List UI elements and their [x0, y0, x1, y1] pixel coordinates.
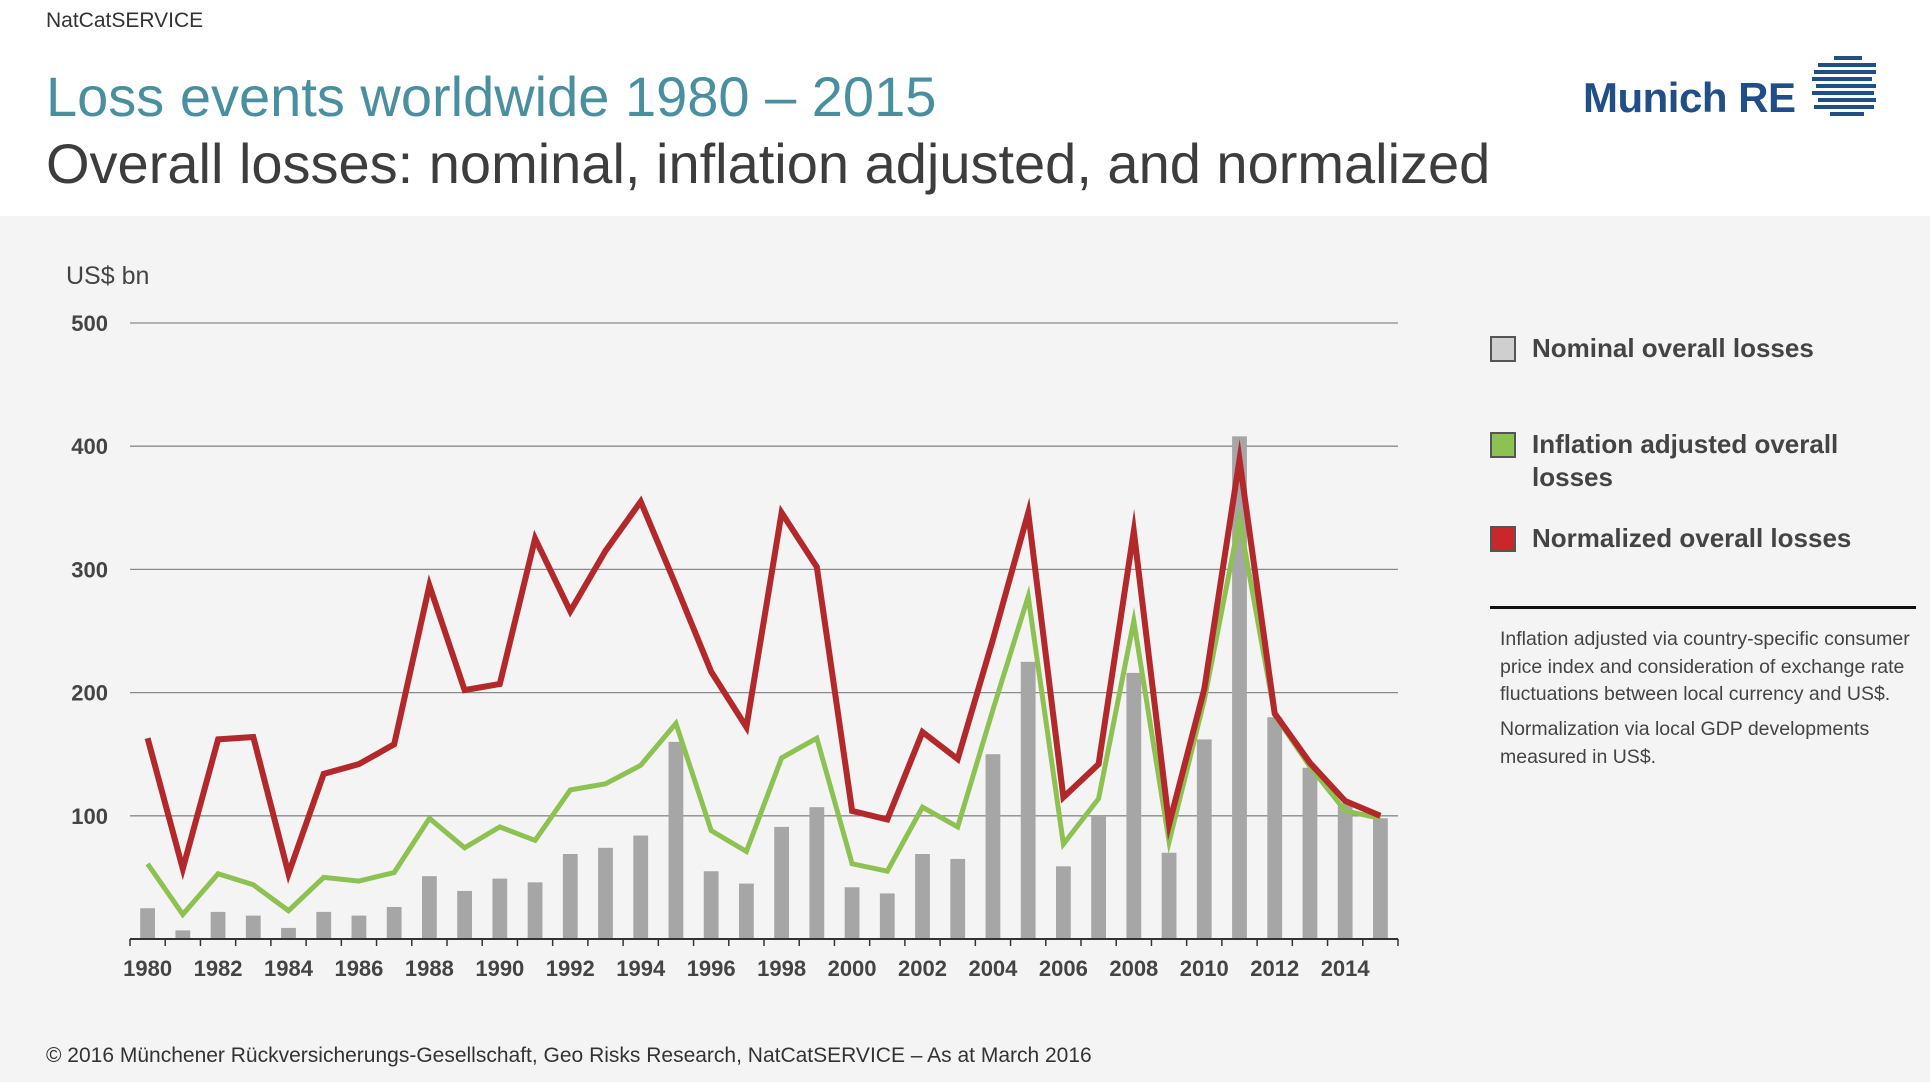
bar-2002 [915, 853, 930, 939]
bar-1991 [527, 882, 543, 939]
bar-2007 [1091, 815, 1107, 939]
logo-text: Munich RE [1583, 74, 1796, 121]
x-tick-label-2004: 2004 [968, 956, 1018, 981]
page-title: Loss events worldwide 1980 – 2015 [46, 65, 937, 128]
source-tag: NatCatSERVICE [46, 9, 204, 32]
note-normalization: Normalization via local GDP developments… [1500, 718, 1870, 768]
bar-1996 [703, 871, 719, 939]
x-tick-label-1986: 1986 [334, 956, 383, 981]
methodology-note: Inflation adjusted via country-specific … [1500, 626, 1920, 778]
x-tick-label-2008: 2008 [1109, 956, 1158, 981]
legend-label-inflation-adjusted: Inflation adjusted overall losses [1532, 429, 1839, 492]
x-tick-label-2006: 2006 [1039, 956, 1088, 981]
bar-2012 [1267, 717, 1283, 939]
bar-2006 [1055, 866, 1071, 939]
bar-1992 [562, 853, 578, 939]
bar-1981 [175, 930, 191, 939]
bar-1984 [281, 927, 296, 939]
legend-swatch-normalized [1490, 526, 1516, 552]
y-tick-label-300: 300 [71, 557, 108, 582]
legend-item-normalized: Normalized overall losses [1490, 522, 1851, 555]
x-tick-label-2014: 2014 [1321, 956, 1371, 981]
y-tick-label-400: 400 [71, 434, 108, 459]
bar-2004 [985, 754, 1001, 939]
x-tick-label-1980: 1980 [123, 956, 172, 981]
legend-swatch-nominal [1490, 336, 1516, 362]
note-inflation: Inflation adjusted via country-specific … [1500, 628, 1910, 706]
loss-events-chart: US$ bn 100 200 300 400 500 1980 1982 1984 1986 19… [66, 262, 1399, 981]
bar-1980 [140, 908, 156, 939]
bar-1990 [492, 878, 508, 939]
y-tick-label-100: 100 [71, 804, 108, 829]
bar-2009 [1161, 852, 1177, 939]
legend-item-inflation-adjusted: Inflation adjusted overall losses [1490, 428, 1890, 493]
bar-1995 [668, 741, 684, 939]
legend-swatch-inflation-adjusted [1490, 432, 1516, 458]
munich-re-logo-icon [1811, 56, 1876, 116]
bar-2011 [1232, 436, 1247, 939]
bar-1994 [633, 835, 649, 939]
bar-2013 [1302, 767, 1318, 939]
y-tick-label-200: 200 [71, 681, 108, 706]
page-subtitle: Overall losses: nominal, inflation adjus… [46, 132, 1491, 195]
bar-2008 [1126, 672, 1142, 939]
bar-1985 [316, 911, 332, 939]
bar-1997 [738, 883, 754, 939]
y-tick-label-500: 500 [71, 311, 108, 336]
bar-1989 [457, 890, 473, 939]
x-tick-label-2000: 2000 [828, 956, 877, 981]
bar-2005 [1020, 661, 1036, 939]
series-line-inflation-adjusted [145, 506, 1381, 919]
x-tick-label-1990: 1990 [475, 956, 524, 981]
bar-1982 [210, 911, 226, 939]
legend-label-nominal: Nominal overall losses [1532, 333, 1814, 363]
bar-1983 [245, 915, 261, 939]
x-tick-label-1998: 1998 [757, 956, 806, 981]
y-axis-label: US$ bn [66, 262, 149, 290]
bar-2003 [950, 858, 966, 939]
x-tick-label-1992: 1992 [546, 956, 595, 981]
bar-1993 [598, 847, 613, 939]
x-tick-label-1982: 1982 [194, 956, 243, 981]
legend-item-nominal: Nominal overall losses [1490, 332, 1814, 365]
bar-1998 [774, 826, 790, 939]
bar-1986 [351, 915, 367, 939]
x-tick-label-1988: 1988 [405, 956, 454, 981]
x-tick-label-1984: 1984 [264, 956, 314, 981]
x-tick-label-1996: 1996 [687, 956, 736, 981]
bar-1999 [809, 807, 825, 939]
bar-2014 [1337, 803, 1353, 939]
bar-2000 [844, 887, 860, 939]
legend-label-normalized: Normalized overall losses [1532, 523, 1852, 553]
bar-2001 [879, 893, 895, 939]
legend-divider [1490, 606, 1916, 609]
copyright-footer: © 2016 Münchener Rückversicherungs-Gesel… [46, 1044, 1092, 1067]
x-tick-label-2012: 2012 [1250, 956, 1299, 981]
bar-1987 [386, 906, 402, 939]
bar-1988 [421, 876, 437, 939]
munich-re-logo: Munich RE [1583, 52, 1876, 122]
x-tick-label-2002: 2002 [898, 956, 947, 981]
series-line-normalized [144, 439, 1382, 884]
x-tick-label-2010: 2010 [1180, 956, 1229, 981]
bar-2010 [1196, 739, 1212, 939]
bar-2015 [1372, 818, 1388, 939]
x-tick-label-1994: 1994 [616, 956, 666, 981]
